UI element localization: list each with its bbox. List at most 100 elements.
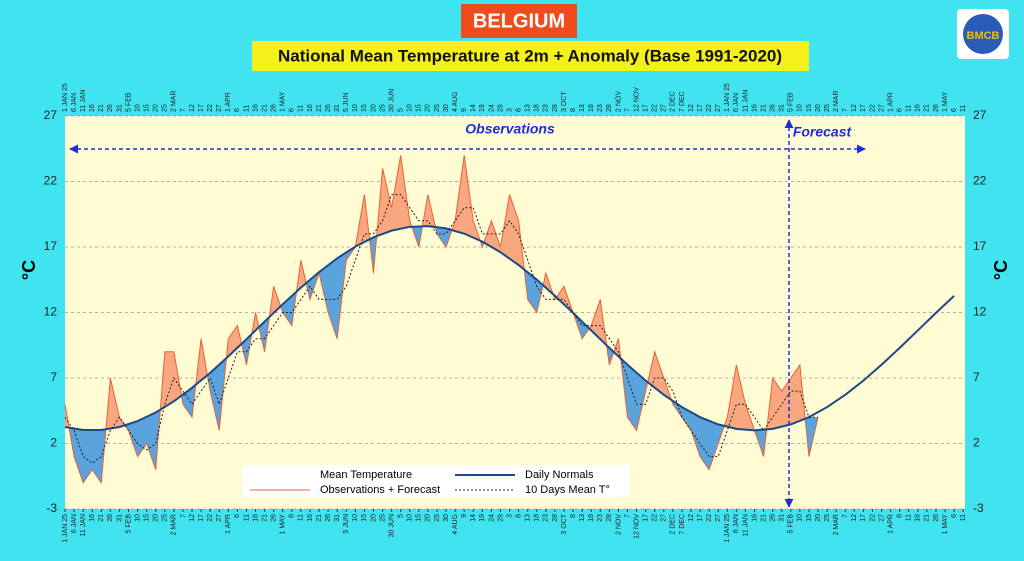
- x-tick-label: 18: [534, 514, 541, 522]
- x-tick-label: 12 NOV: [633, 514, 640, 539]
- x-tick-label-top: 26: [770, 104, 777, 112]
- x-tick-label-top: 22: [706, 104, 713, 112]
- x-tick-label-top: 10: [134, 104, 141, 112]
- x-tick-label: 2 MAR: [171, 514, 178, 535]
- legend: Mean Temperature Daily Normals Observation…: [242, 465, 630, 497]
- x-tick-label-top: 7: [624, 108, 631, 112]
- x-tick-label: 1 JAN 25: [724, 514, 731, 543]
- x-tick-label: 21: [316, 514, 323, 522]
- x-tick-label-top: 10: [352, 104, 359, 112]
- x-tick-label: 16: [307, 514, 314, 522]
- x-tick-label: 1 APR: [887, 514, 894, 534]
- x-tick-label-top: 21: [316, 104, 323, 112]
- x-tick-label-top: 17: [860, 104, 867, 112]
- x-tick-label-top: 30: [443, 104, 450, 112]
- y-tick-label: 17: [44, 239, 58, 253]
- x-tick-label-top: 28: [606, 104, 613, 112]
- x-tick-label-top: 8: [570, 108, 577, 112]
- x-tick-label: 28: [606, 514, 613, 522]
- x-tick-label-top: 17: [697, 104, 704, 112]
- x-tick-label: 16: [751, 514, 758, 522]
- x-tick-label-top: 16: [89, 104, 96, 112]
- x-tick-label: 20: [425, 514, 432, 522]
- x-tick-label: 1 APR: [225, 514, 232, 534]
- chart-title: BELGIUM: [473, 10, 565, 32]
- x-tick-label-top: 20: [425, 104, 432, 112]
- x-tick-label: 26: [271, 514, 278, 522]
- x-tick-label-top: 1 APR: [887, 92, 894, 112]
- x-tick-label: 11: [298, 514, 305, 521]
- x-tick-label-top: 26: [325, 104, 332, 112]
- x-tick-label: 26: [107, 514, 114, 522]
- x-tick-label: 7: [842, 514, 849, 518]
- x-tick-label: 26: [325, 514, 332, 522]
- x-tick-label: 27: [661, 514, 668, 522]
- x-tick-label-top: 6 JAN: [733, 93, 740, 112]
- x-tick-label: 3 OCT: [561, 513, 568, 534]
- observations-label: Observations: [465, 121, 555, 137]
- x-tick-label: 12: [851, 514, 858, 522]
- x-tick-label-top: 21: [261, 104, 268, 112]
- x-tick-label: 8: [570, 514, 577, 518]
- x-tick-label: 17: [642, 514, 649, 522]
- x-tick-label: 1 JAN 25: [62, 514, 69, 543]
- x-tick-label: 11: [906, 514, 913, 521]
- x-tick-label: 7: [624, 514, 631, 518]
- x-tick-label-top: 16: [751, 104, 758, 112]
- x-tick-label: 6 JAN: [733, 514, 740, 533]
- x-tick-label-top: 1 MAY: [280, 91, 287, 112]
- x-tick-label-top: 8: [515, 108, 522, 112]
- x-tick-label: 19: [479, 514, 486, 522]
- x-tick-label-top: 6: [234, 108, 241, 112]
- x-tick-label: 5 FEB: [125, 514, 132, 534]
- x-tick-label: 31: [334, 514, 341, 522]
- x-tick-label-top: 30 JUN: [388, 89, 395, 112]
- legend-label: 10 Days Mean T°: [525, 484, 610, 496]
- x-tick-label-top: 6: [897, 108, 904, 112]
- x-tick-label-top: 13: [525, 104, 532, 112]
- x-tick-label: 7 DEC: [679, 514, 686, 535]
- x-tick-label: 2 NOV: [615, 514, 622, 535]
- x-tick-label-top: 27: [715, 104, 722, 112]
- x-tick-label: 10: [407, 514, 414, 522]
- legend-label: Daily Normals: [525, 469, 594, 481]
- x-tick-label-top: 22: [207, 104, 214, 112]
- y-tick-label: 2: [50, 436, 57, 450]
- x-tick-label-top: 16: [307, 104, 314, 112]
- x-tick-label-top: 5 FEB: [125, 92, 132, 112]
- x-tick-label-top: 23: [543, 104, 550, 112]
- x-tick-label: 2 MAR: [833, 514, 840, 535]
- x-tick-label-top: 11: [243, 105, 250, 112]
- x-tick-label-top: 6: [951, 108, 958, 112]
- x-tick-label: 28: [552, 514, 559, 522]
- x-tick-label-top: 13: [579, 104, 586, 112]
- x-tick-label: 16: [89, 514, 96, 522]
- x-tick-label: 17: [697, 514, 704, 522]
- x-tick-label-top: 2 DEC: [670, 91, 677, 112]
- x-tick-label-top: 1 APR: [225, 92, 232, 112]
- x-tick-label-top: 18: [588, 104, 595, 112]
- x-tick-label-top: 11 JAN: [742, 90, 749, 112]
- x-tick-label: 10: [352, 514, 359, 522]
- x-tick-label: 22: [706, 514, 713, 522]
- x-tick-label-top: 12 NOV: [633, 87, 640, 112]
- x-tick-label: 6: [897, 514, 904, 518]
- subtitle-box: [252, 41, 809, 71]
- x-tick-label: 31: [116, 514, 123, 522]
- legend-swatch: [250, 470, 310, 479]
- x-tick-label: 27: [878, 514, 885, 522]
- x-tick-label: 4 AUG: [452, 514, 459, 535]
- x-tick-label-top: 5 FEB: [788, 92, 795, 112]
- x-tick-label: 25: [379, 514, 386, 522]
- x-tick-label: 24: [488, 514, 495, 522]
- series-line: [64, 155, 819, 485]
- x-tick-label-top: 11 JAN: [80, 90, 87, 112]
- x-tick-label: 1 MAY: [942, 514, 949, 535]
- x-tick-label: 13: [525, 514, 532, 522]
- x-tick-label: 6: [234, 514, 241, 518]
- x-tick-label-top: 7: [180, 108, 187, 112]
- x-tick-label-top: 24: [488, 104, 495, 112]
- x-tick-label-top: 9: [461, 108, 468, 112]
- x-tick-label-top: 27: [661, 104, 668, 112]
- x-tick-label-top: 29: [497, 104, 504, 112]
